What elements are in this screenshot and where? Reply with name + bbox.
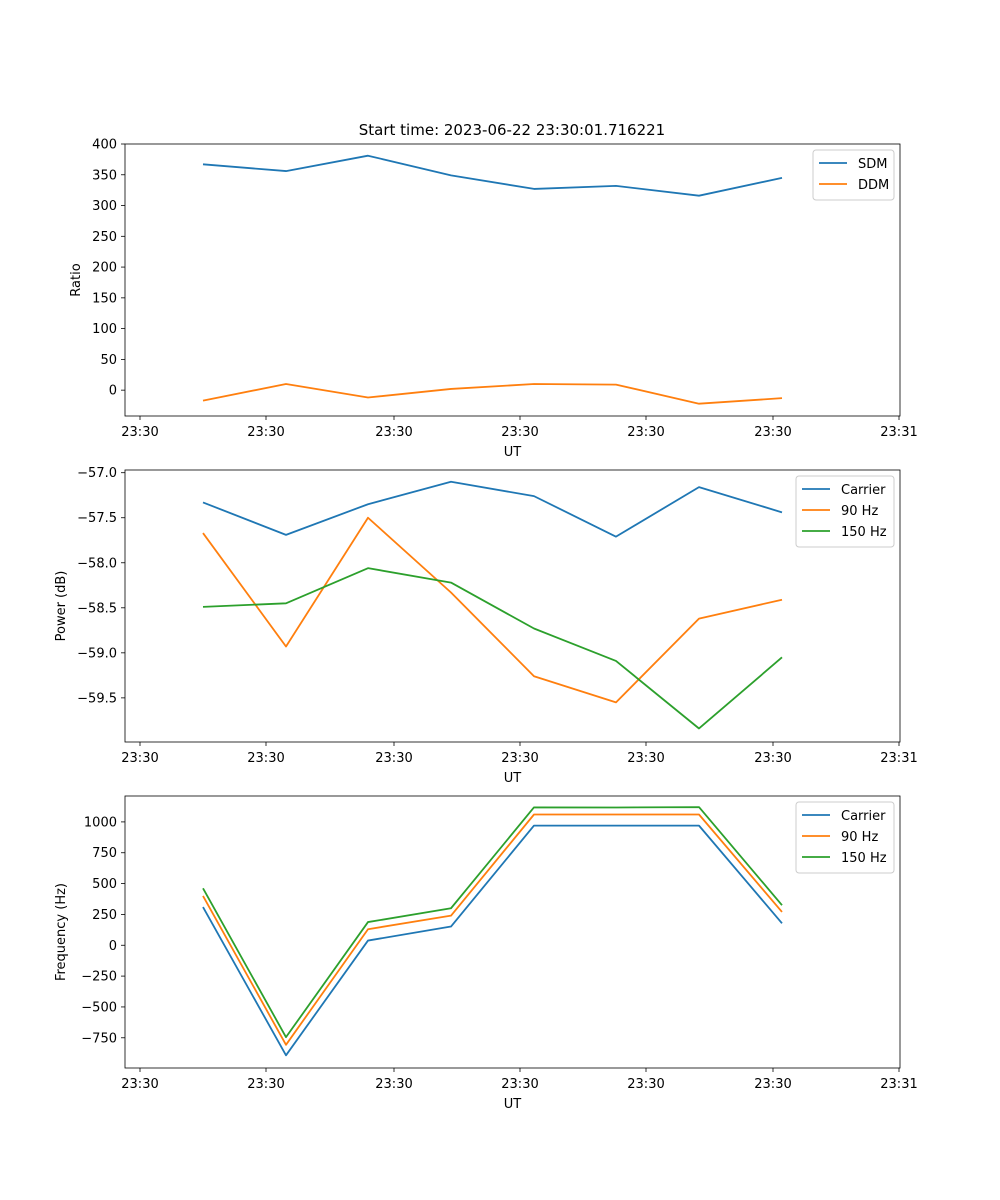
legend: Carrier 90 Hz 150 Hz — [795, 801, 895, 874]
plot-area-frame — [124, 143, 901, 417]
x-tick-label: 23:31 — [880, 1077, 917, 1092]
x-tick-label: 23:31 — [880, 425, 917, 440]
x-tick-label: 23:30 — [754, 751, 791, 766]
y-tick-label: 750 — [92, 846, 117, 861]
x-tick-label: 23:30 — [121, 751, 158, 766]
x-tick-label: 23:30 — [754, 425, 791, 440]
x-tick-label: 23:30 — [247, 1077, 284, 1092]
series-line-ddm — [202, 383, 783, 405]
y-tick-label: −750 — [81, 1031, 117, 1046]
chart-panel-3: 23:30 23:30 23:30 23:30 23:30 23:30 23:31 −750 −… — [54, 795, 918, 1112]
series-line-carrier — [202, 824, 783, 1057]
legend-label: SDM — [858, 157, 887, 172]
y-tick-label: −57.5 — [77, 511, 117, 526]
y-tick-label: 250 — [92, 908, 117, 923]
y-tick-label: 1000 — [84, 815, 117, 830]
y-tick-label: 250 — [92, 230, 117, 245]
x-tick-label: 23:30 — [627, 751, 664, 766]
y-tick-label: −58.5 — [77, 601, 117, 616]
y-tick-label: −58.0 — [77, 556, 117, 571]
x-tick-label: 23:30 — [121, 425, 158, 440]
series-line-150-hz — [202, 567, 783, 730]
plot-area-frame — [124, 469, 901, 743]
y-tick-label: 0 — [109, 384, 117, 399]
legend-frame — [795, 475, 895, 548]
series-line-150-hz — [202, 806, 783, 1039]
series-line-90-hz — [202, 813, 783, 1046]
legend-frame — [795, 801, 895, 874]
legend-label: DDM — [858, 178, 889, 193]
y-tick-label: 500 — [92, 877, 117, 892]
legend-label: 90 Hz — [841, 830, 878, 845]
x-axis-label: UT — [504, 445, 522, 460]
series-line-sdm — [202, 154, 783, 197]
y-tick-label: 200 — [92, 261, 117, 276]
x-tick-label: 23:30 — [501, 1077, 538, 1092]
y-axis-label: Frequency (Hz) — [54, 883, 69, 981]
figure-title: Start time: 2023-06-22 23:30:01.716221 — [359, 121, 665, 139]
legend: Carrier 90 Hz 150 Hz — [795, 475, 895, 548]
y-tick-label: −500 — [81, 1000, 117, 1015]
y-axis-label: Ratio — [69, 263, 84, 296]
x-tick-label: 23:30 — [121, 1077, 158, 1092]
legend-label: 150 Hz — [841, 525, 887, 540]
y-axis-label: Power (dB) — [54, 571, 69, 642]
legend-label: Carrier — [841, 483, 886, 498]
y-tick-label: −59.0 — [77, 646, 117, 661]
series-line-90-hz — [202, 516, 783, 704]
y-tick-label: 300 — [92, 199, 117, 214]
x-tick-label: 23:30 — [754, 1077, 791, 1092]
chart-panel-1: 23:30 23:30 23:30 23:30 23:30 23:30 23:31 0 50 10… — [69, 138, 918, 461]
y-tick-label: 100 — [92, 322, 117, 337]
legend-label: Carrier — [841, 809, 886, 824]
x-tick-label: 23:30 — [627, 1077, 664, 1092]
chart-panel-2: 23:30 23:30 23:30 23:30 23:30 23:30 23:31 −59.5… — [54, 466, 918, 786]
y-tick-label: 50 — [100, 353, 117, 368]
x-tick-label: 23:30 — [627, 425, 664, 440]
x-tick-label: 23:30 — [375, 1077, 412, 1092]
y-tick-label: 350 — [92, 168, 117, 183]
x-tick-label: 23:30 — [375, 751, 412, 766]
x-axis-label: UT — [504, 771, 522, 786]
legend-label: 90 Hz — [841, 504, 878, 519]
series-line-carrier — [202, 480, 783, 538]
x-tick-label: 23:30 — [501, 425, 538, 440]
y-tick-label: 400 — [92, 138, 117, 153]
legend: SDM DDM — [812, 149, 895, 201]
y-tick-label: 0 — [109, 939, 117, 954]
x-tick-label: 23:31 — [880, 751, 917, 766]
x-tick-label: 23:30 — [375, 425, 412, 440]
x-tick-label: 23:30 — [501, 751, 538, 766]
x-axis-label: UT — [504, 1097, 522, 1112]
plot-area-frame — [124, 795, 901, 1069]
y-tick-label: 150 — [92, 291, 117, 306]
y-tick-label: −250 — [81, 970, 117, 985]
x-tick-label: 23:30 — [247, 425, 284, 440]
legend-label: 150 Hz — [841, 851, 887, 866]
x-tick-label: 23:30 — [247, 751, 284, 766]
y-tick-label: −57.0 — [77, 466, 117, 481]
y-tick-label: −59.5 — [77, 691, 117, 706]
